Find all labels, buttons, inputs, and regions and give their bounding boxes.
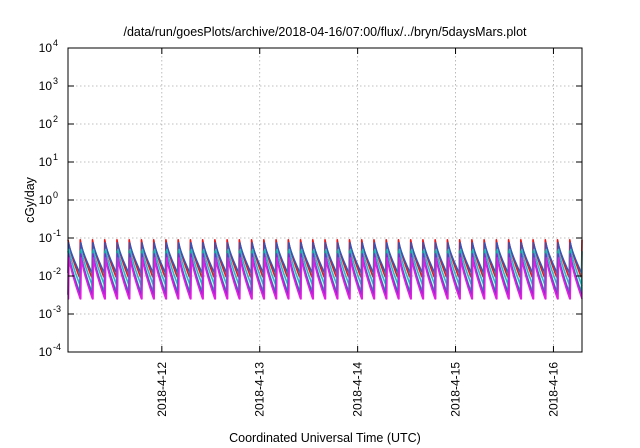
axes: 10-410-310-210-11001011021031042018-4-12… — [39, 38, 582, 417]
y-tick-label: 104 — [39, 38, 58, 55]
x-axis-label: Coordinated Universal Time (UTC) — [229, 431, 421, 445]
x-tick-label: 2018-4-12 — [155, 362, 169, 417]
y-tick-exponent: 1 — [53, 152, 58, 162]
y-tick-label: 10-2 — [39, 266, 61, 283]
y-tick-label: 102 — [39, 114, 58, 131]
gridlines — [68, 48, 582, 352]
x-tick-label: 2018-4-14 — [351, 362, 365, 417]
y-tick-exponent: -3 — [53, 304, 61, 314]
series-lines — [67, 238, 583, 300]
y-tick-exponent: -2 — [53, 266, 61, 276]
x-tick-label: 2018-4-16 — [546, 362, 560, 417]
y-tick-exponent: 4 — [53, 38, 58, 48]
y-tick-label: 10-3 — [39, 304, 61, 321]
x-tick-label: 2018-4-15 — [449, 362, 463, 417]
y-tick-exponent: 3 — [53, 76, 58, 86]
series-line-6 — [67, 257, 583, 300]
y-tick-exponent: -4 — [53, 342, 61, 352]
y-tick-label: 10-4 — [39, 342, 61, 359]
x-tick-label: 2018-4-13 — [253, 362, 267, 417]
y-tick-label: 100 — [39, 190, 58, 207]
y-tick-label: 101 — [39, 152, 58, 169]
series-line-4 — [67, 250, 583, 292]
y-tick-label: 103 — [39, 76, 58, 93]
series-line-1 — [67, 238, 583, 278]
y-tick-exponent: -1 — [53, 228, 61, 238]
chart-title: /data/run/goesPlots/archive/2018-04-16/0… — [123, 25, 527, 39]
y-tick-exponent: 0 — [53, 190, 58, 200]
y-axis-label: cGy/day — [23, 176, 37, 223]
y-tick-label: 10-1 — [39, 228, 61, 245]
y-tick-exponent: 2 — [53, 114, 58, 124]
